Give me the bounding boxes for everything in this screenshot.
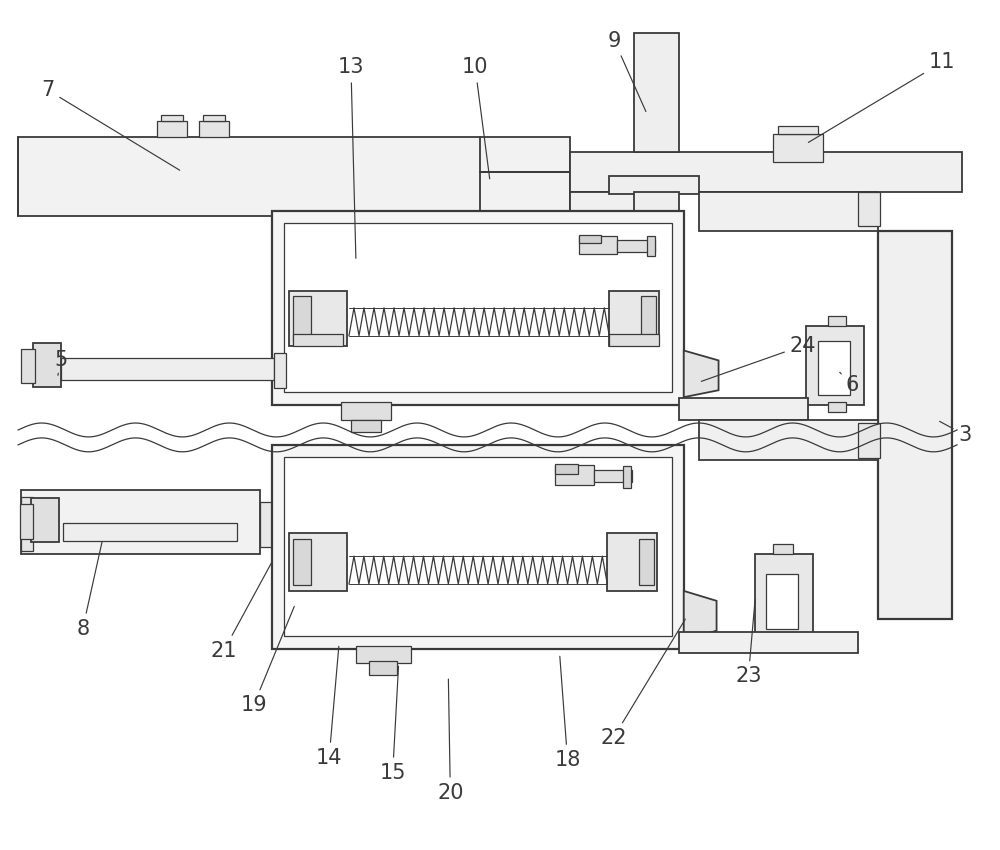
Bar xyxy=(878,231,952,619)
Text: 23: 23 xyxy=(735,599,762,686)
Text: 21: 21 xyxy=(211,562,272,660)
Text: 3: 3 xyxy=(940,422,972,445)
Text: 9: 9 xyxy=(608,31,646,111)
Bar xyxy=(203,115,225,121)
Text: 24: 24 xyxy=(701,336,816,382)
Bar xyxy=(272,212,684,405)
Bar xyxy=(199,121,229,137)
Text: 15: 15 xyxy=(379,666,406,783)
Text: 7: 7 xyxy=(41,80,180,170)
Bar xyxy=(828,402,846,412)
Text: 11: 11 xyxy=(808,53,955,143)
Bar xyxy=(778,126,818,134)
Text: 6: 6 xyxy=(840,372,859,395)
Bar xyxy=(480,172,570,217)
Bar xyxy=(609,333,659,345)
Bar xyxy=(18,137,570,217)
Text: 22: 22 xyxy=(600,619,685,748)
Bar xyxy=(755,554,813,638)
Bar xyxy=(594,470,632,482)
Bar xyxy=(773,134,823,162)
Bar xyxy=(609,176,699,194)
Bar xyxy=(260,502,273,547)
Text: 19: 19 xyxy=(240,606,294,715)
Bar xyxy=(699,191,878,231)
Bar xyxy=(634,32,679,152)
Text: 18: 18 xyxy=(554,656,581,770)
Text: 13: 13 xyxy=(338,57,364,258)
Bar xyxy=(21,496,33,551)
Bar xyxy=(356,645,411,664)
Bar xyxy=(647,236,655,256)
Bar xyxy=(617,241,655,252)
Bar xyxy=(293,333,343,345)
Bar xyxy=(555,464,578,473)
Bar xyxy=(272,445,684,649)
Bar xyxy=(639,539,654,585)
Text: 10: 10 xyxy=(462,57,490,178)
Bar xyxy=(858,423,880,458)
Bar xyxy=(161,115,183,121)
Bar xyxy=(293,296,311,341)
Bar xyxy=(341,402,391,420)
Bar xyxy=(369,661,397,676)
Bar xyxy=(623,466,631,488)
Bar xyxy=(284,456,672,636)
Bar xyxy=(61,359,274,380)
Bar xyxy=(63,524,237,541)
Bar xyxy=(818,341,850,395)
Text: 8: 8 xyxy=(76,542,102,638)
Text: 20: 20 xyxy=(437,679,464,802)
Bar xyxy=(679,398,808,420)
Bar xyxy=(289,291,347,345)
Text: 5: 5 xyxy=(54,350,68,376)
Bar xyxy=(274,354,286,388)
Bar xyxy=(351,420,381,432)
Bar xyxy=(570,191,659,212)
Bar xyxy=(858,191,880,226)
Bar xyxy=(609,291,659,345)
Bar xyxy=(607,533,657,591)
Bar xyxy=(579,235,601,243)
Bar xyxy=(828,315,846,326)
Bar xyxy=(31,497,59,542)
Bar xyxy=(20,505,33,539)
Bar xyxy=(570,152,962,191)
Bar xyxy=(157,121,187,137)
Bar xyxy=(679,632,858,654)
Polygon shape xyxy=(684,591,717,641)
Text: 14: 14 xyxy=(316,646,342,768)
Bar xyxy=(766,574,798,629)
Bar xyxy=(33,343,61,388)
Bar xyxy=(634,191,679,212)
Bar xyxy=(773,637,793,647)
Bar xyxy=(806,326,864,405)
Bar xyxy=(293,539,311,585)
Bar xyxy=(699,420,878,460)
Bar xyxy=(284,224,672,392)
Bar xyxy=(21,348,35,383)
Bar xyxy=(773,544,793,554)
Bar xyxy=(555,465,594,484)
Bar xyxy=(641,296,656,341)
Bar xyxy=(289,533,347,591)
Polygon shape xyxy=(684,350,719,397)
Bar xyxy=(579,236,617,254)
Bar xyxy=(21,490,260,554)
